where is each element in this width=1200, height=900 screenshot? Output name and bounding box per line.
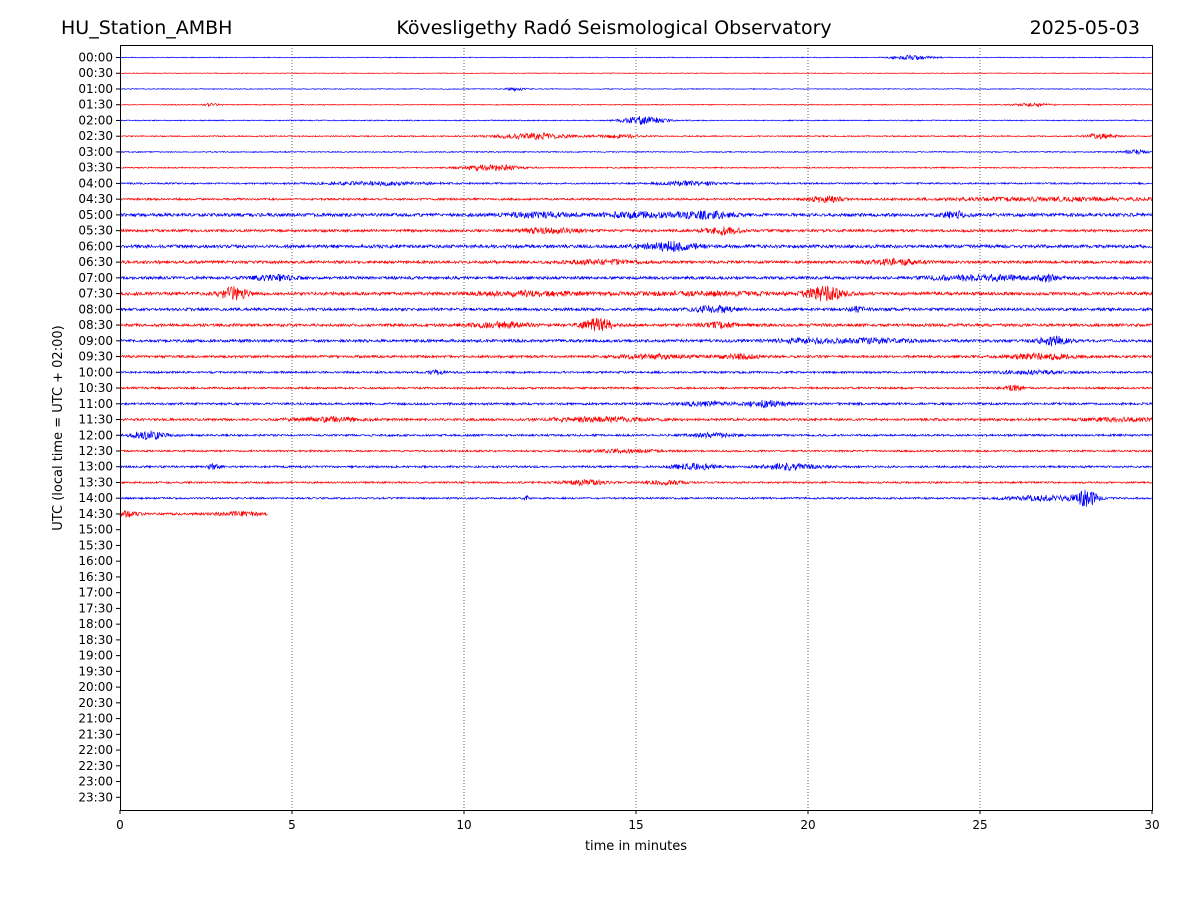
trace-0530 [119, 226, 1153, 237]
y-tick-label: 02:30 [78, 129, 113, 143]
trace-0500 [119, 210, 1153, 220]
y-tick-label: 17:30 [78, 601, 113, 615]
trace-0230 [119, 132, 1153, 141]
x-tick-label: 30 [1144, 818, 1159, 832]
y-tick-label: 08:30 [78, 318, 113, 332]
y-tick-label: 19:30 [78, 664, 113, 678]
trace-0300 [119, 148, 1153, 156]
trace-0430 [119, 195, 1153, 204]
x-tick-label: 15 [628, 818, 643, 832]
trace-0400 [119, 179, 1153, 187]
y-tick-label: 19:00 [78, 649, 113, 663]
y-tick-label: 07:30 [78, 287, 113, 301]
y-tick-label: 22:30 [78, 759, 113, 773]
trace-0130 [119, 102, 1153, 108]
trace-0930 [119, 352, 1153, 361]
y-tick-label: 20:00 [78, 680, 113, 694]
trace-1430 [119, 509, 268, 518]
y-tick-label: 16:30 [78, 570, 113, 584]
x-tick-label: 0 [116, 818, 124, 832]
y-tick-label: 08:00 [78, 302, 113, 316]
y-tick-label: 14:30 [78, 507, 113, 521]
y-tick-label: 06:30 [78, 255, 113, 269]
y-tick-label: 18:30 [78, 633, 113, 647]
trace-1200 [119, 430, 1153, 441]
y-tick-label: 02:00 [78, 113, 113, 127]
y-tick-label: 12:30 [78, 444, 113, 458]
trace-0900 [119, 335, 1153, 347]
grid-layer [291, 45, 981, 810]
x-axis-label: time in minutes [585, 839, 687, 854]
y-tick-label: 06:00 [78, 239, 113, 253]
x-tick-label: 20 [800, 818, 815, 832]
station-name: HU_Station_AMBH [61, 17, 233, 39]
y-tick-label: 21:30 [78, 727, 113, 741]
trace-1230 [119, 448, 1153, 455]
y-tick-label: 22:00 [78, 743, 113, 757]
trace-0800 [119, 304, 1153, 314]
y-tick-label: 10:30 [78, 381, 113, 395]
y-tick-label: 07:00 [78, 271, 113, 285]
trace-1130 [119, 415, 1153, 424]
y-tick-label: 01:30 [78, 98, 113, 112]
trace-1100 [119, 399, 1153, 409]
trace-0200 [119, 116, 1153, 125]
x-tick-layer: 0 5 10 15 20 25 30 [116, 810, 1160, 832]
y-tick-label: 23:00 [78, 775, 113, 789]
trace-0100 [119, 86, 1153, 92]
y-tick-label: 05:30 [78, 224, 113, 238]
y-tick-label: 15:30 [78, 538, 113, 552]
y-tick-label: 04:00 [78, 176, 113, 190]
y-tick-label: 18:00 [78, 617, 113, 631]
trace-1330 [119, 478, 1153, 487]
x-tick-label: 10 [456, 818, 471, 832]
trace-layer [119, 54, 1153, 518]
y-tick-label: 17:00 [78, 586, 113, 600]
trace-0600 [119, 240, 1153, 253]
y-tick-label: 00:00 [78, 51, 113, 65]
trace-1000 [119, 368, 1153, 376]
y-tick-label: 03:00 [78, 145, 113, 159]
trace-0030 [119, 72, 1153, 75]
trace-1400 [119, 489, 1153, 507]
trace-1030 [119, 384, 1152, 392]
record-date: 2025-05-03 [1029, 17, 1140, 39]
trace-0700 [119, 273, 1153, 283]
y-tick-label: 12:00 [78, 428, 113, 442]
y-tick-label: 13:30 [78, 475, 113, 489]
y-tick-label: 09:30 [78, 350, 113, 364]
x-tick-label: 5 [288, 818, 296, 832]
trace-0830 [120, 317, 1153, 332]
y-tick-label: 04:30 [78, 192, 113, 206]
y-tick-label: 20:30 [78, 696, 113, 710]
x-tick-label: 25 [972, 818, 987, 832]
trace-0330 [119, 163, 1153, 172]
y-tick-label: 15:00 [78, 523, 113, 537]
y-tick-label: 00:30 [78, 66, 113, 80]
y-tick-label: 13:00 [78, 460, 113, 474]
plot-frame [120, 45, 1153, 811]
observatory-title: Kövesligethy Radó Seismological Observat… [396, 17, 832, 39]
y-tick-label: 23:30 [78, 790, 113, 804]
y-tick-label: 09:00 [78, 334, 113, 348]
y-tick-label: 05:00 [78, 208, 113, 222]
y-tick-label: 11:00 [78, 397, 113, 411]
y-tick-label: 21:00 [78, 712, 113, 726]
y-tick-label: 14:00 [78, 491, 113, 505]
y-tick-label: 01:00 [78, 82, 113, 96]
y-tick-label: 16:00 [78, 554, 113, 568]
y-tick-label: 11:30 [78, 413, 113, 427]
y-tick-label: 03:30 [78, 161, 113, 175]
trace-0000 [119, 54, 1153, 61]
trace-0630 [119, 257, 1153, 267]
y-axis-label: UTC (local time = UTC + 02:00) [51, 325, 66, 530]
y-tick-label: 10:00 [78, 365, 113, 379]
trace-1300 [119, 462, 1153, 472]
trace-0730 [119, 285, 1153, 302]
